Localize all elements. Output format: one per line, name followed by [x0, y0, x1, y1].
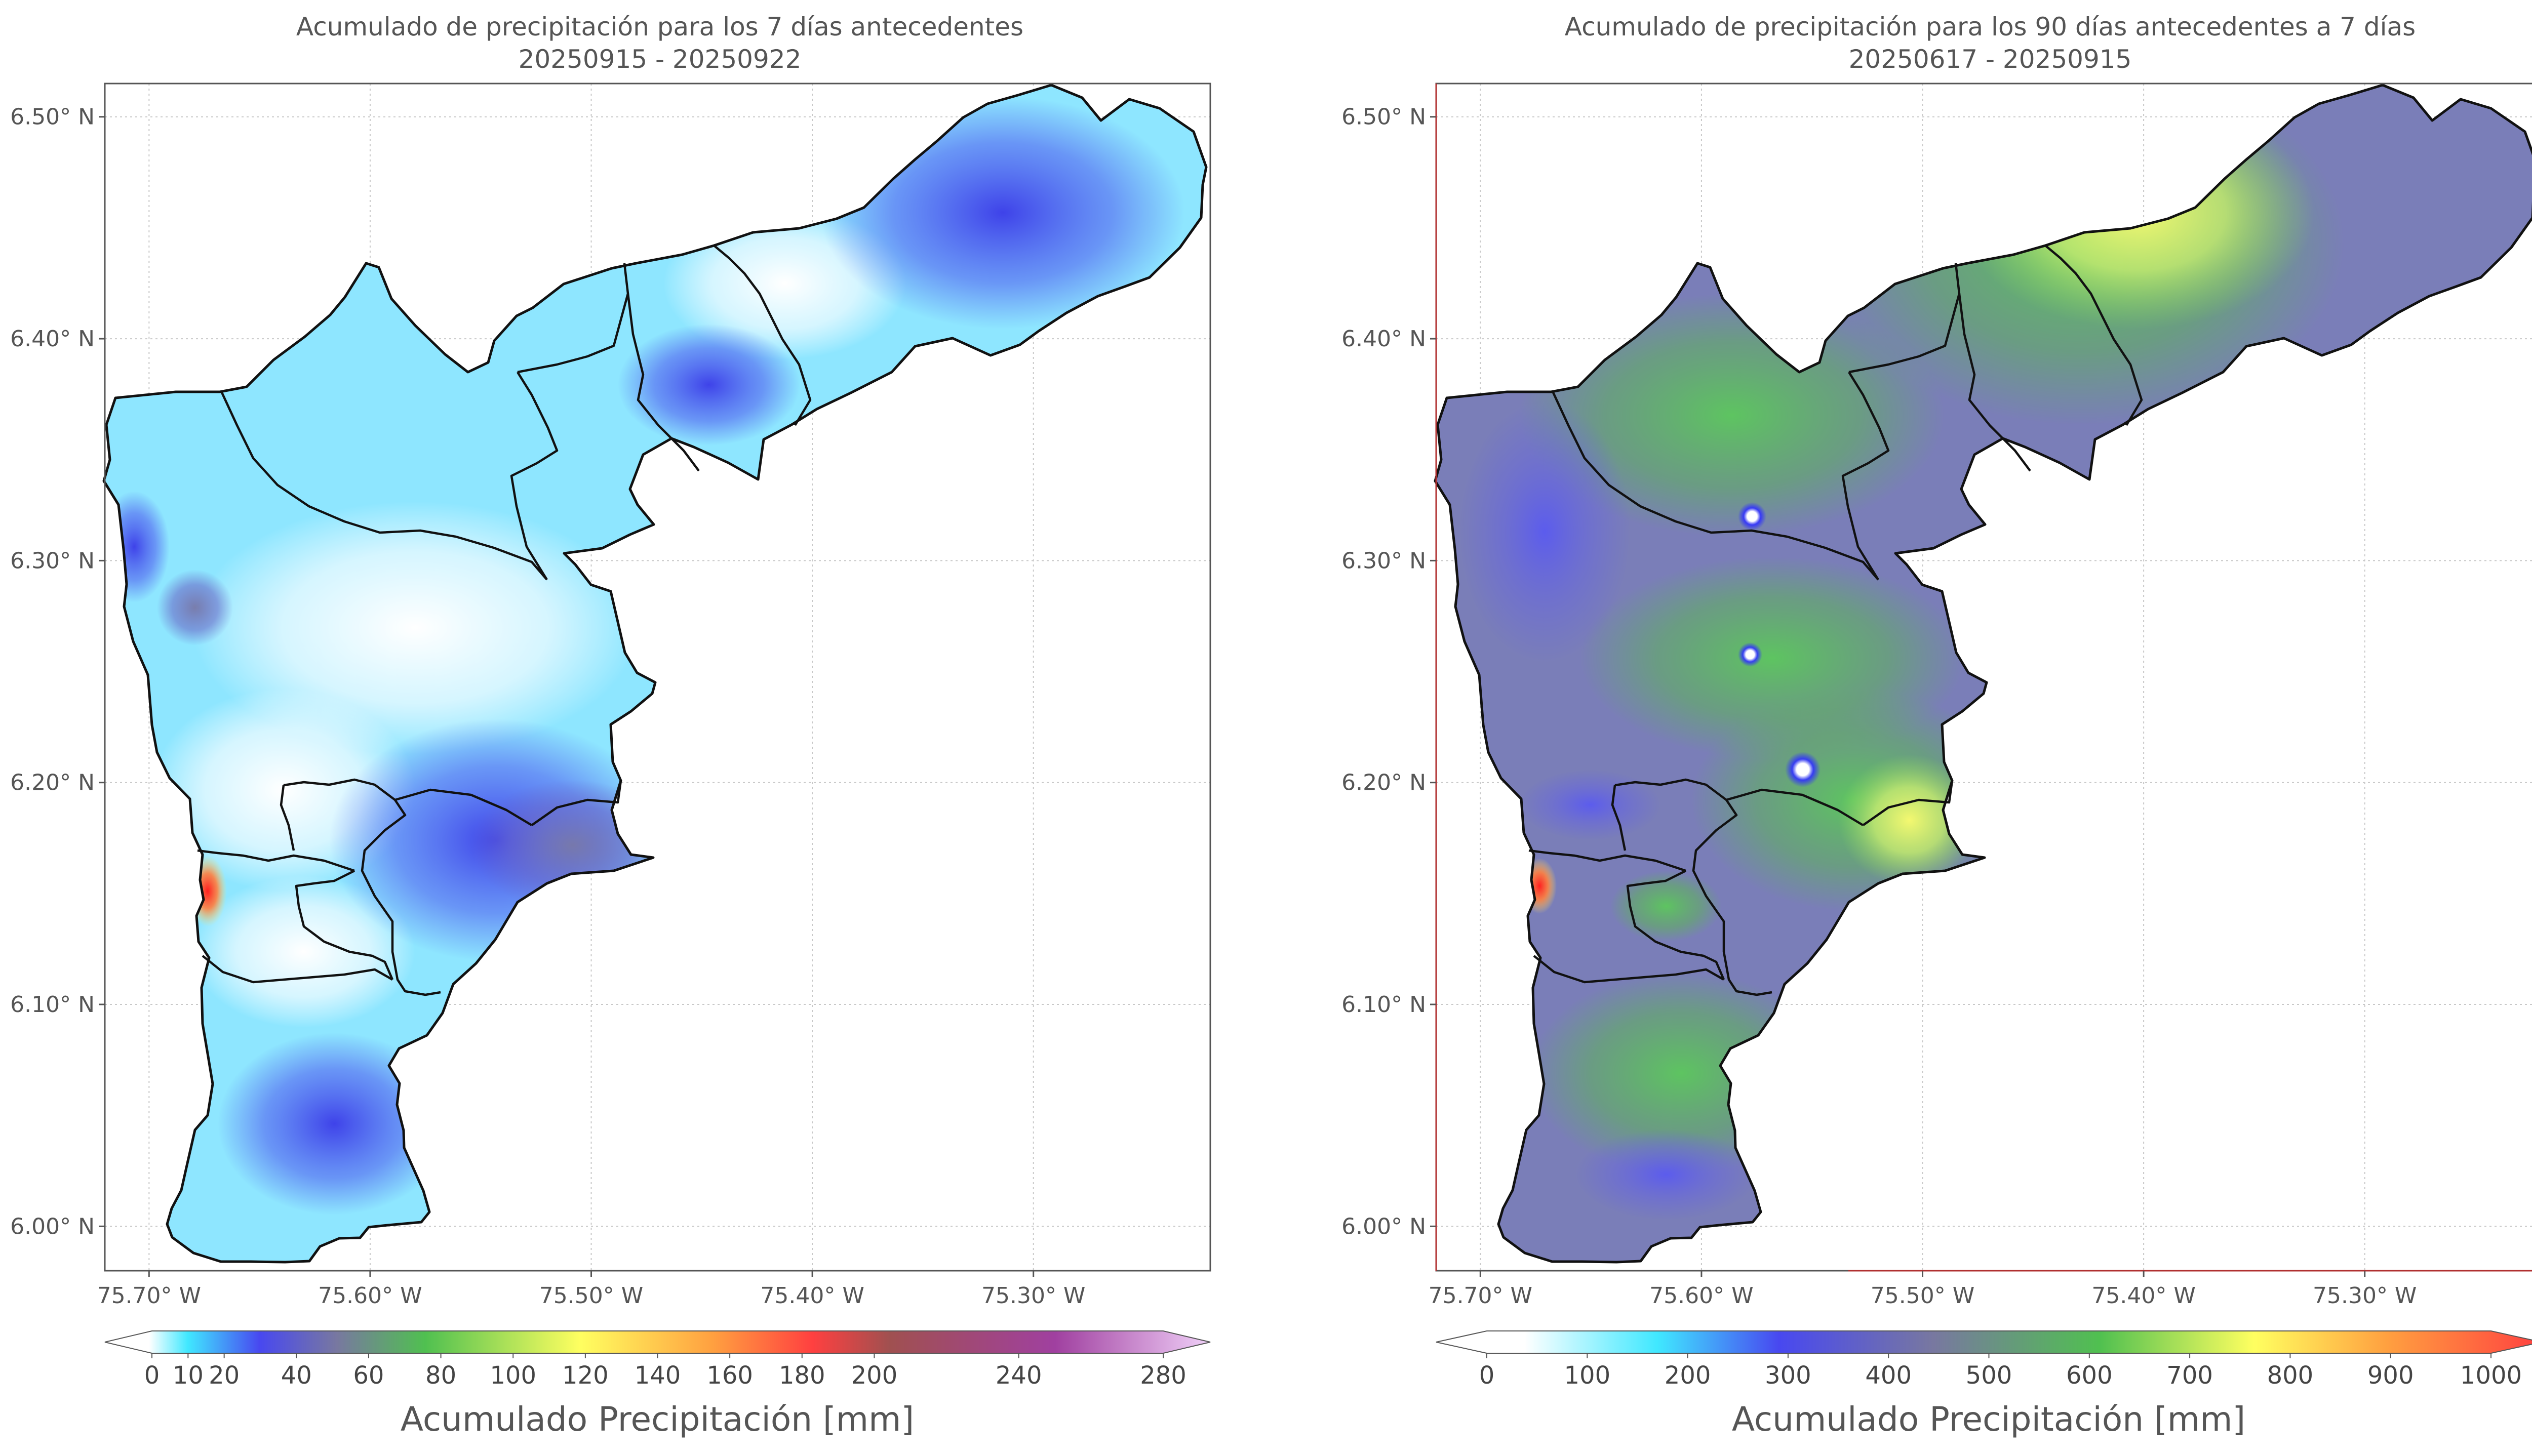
colorbar-tick-label: 400 [1865, 1361, 1912, 1390]
colorbar-label: Acumulado Precipitación [mm] [401, 1400, 914, 1439]
colorbar-tick-label: 80 [425, 1361, 456, 1390]
x-tick-label: 75.30° W [2313, 1283, 2417, 1309]
x-tick-label: 75.60° W [318, 1283, 422, 1309]
colorbar-tick-label: 160 [706, 1361, 753, 1390]
x-tick-label: 75.70° W [97, 1283, 201, 1309]
colorbar-tick-label: 300 [1765, 1361, 1811, 1390]
y-tick-label: 6.10° N [10, 992, 95, 1018]
basin-boundaries [197, 245, 812, 996]
colorbar-tick-label: 200 [851, 1361, 898, 1390]
colorbar-tick-label: 20 [209, 1361, 240, 1390]
colorbar-ticks: 0 10 20 40 60 80 100 120 140 160 180 200 240 280 [144, 1353, 1186, 1390]
y-tick-label: 6.00° N [1341, 1214, 1426, 1239]
y-tick-label: 6.20° N [1341, 770, 1426, 796]
y-tick-label: 6.00° N [10, 1214, 95, 1239]
panel-90-days: Acumulado de precipitación para los 90 d… [1341, 12, 2532, 1439]
colorbar-ticks: 0 100 200 300 400 500 600 700 800 900 1000 [1479, 1353, 2522, 1390]
colorbar-tick-label: 1000 [2460, 1361, 2522, 1390]
region-outline [102, 84, 1208, 1264]
panel-title: Acumulado de precipitación para los 7 dí… [296, 12, 1023, 42]
colorbar-tick-label: 600 [2066, 1361, 2113, 1390]
panel-subtitle: 20250617 - 20250915 [1849, 45, 2132, 74]
y-axis-ticks: 6.50° N 6.40° N 6.30° N 6.20° N 6.10° N 6.00°… [10, 104, 105, 1239]
colorbar-tick-label: 180 [779, 1361, 825, 1390]
colorbar-tick-label: 500 [1966, 1361, 2012, 1390]
y-axis-ticks: 6.50° N 6.40° N 6.30° N 6.20° N 6.10° N 6.00°… [1341, 104, 1436, 1239]
x-axis-ticks: 75.70° W 75.60° W 75.50° W 75.40° W 75.30° W [1429, 1271, 2417, 1309]
colorbar-tick-label: 60 [353, 1361, 384, 1390]
colorbar-label: Acumulado Precipitación [mm] [1732, 1400, 2245, 1439]
colorbar-tick-label: 0 [1479, 1361, 1495, 1390]
colorbar-tick-label: 900 [2367, 1361, 2414, 1390]
x-tick-label: 75.40° W [760, 1283, 864, 1309]
x-tick-label: 75.50° W [1871, 1283, 1974, 1309]
y-tick-label: 6.10° N [1341, 992, 1426, 1018]
colorbar-tick-label: 240 [996, 1361, 1042, 1390]
y-tick-label: 6.40° N [1341, 326, 1426, 352]
colorbar-bar [1436, 1330, 2532, 1354]
colorbar-tick-label: 200 [1665, 1361, 1711, 1390]
panel-title: Acumulado de precipitación para los 90 d… [1565, 12, 2416, 42]
colorbar-tick-label: 100 [490, 1361, 536, 1390]
x-tick-label: 75.30° W [981, 1283, 1085, 1309]
colorbar-tick-label: 0 [144, 1361, 160, 1390]
region-outline [1434, 84, 2532, 1264]
y-tick-label: 6.50° N [1341, 104, 1426, 130]
y-tick-label: 6.20° N [10, 770, 95, 796]
colorbar: 0 100 200 300 400 500 600 700 800 900 1000 Acumula… [1436, 1330, 2532, 1439]
colorbar-tick-label: 140 [635, 1361, 681, 1390]
y-tick-label: 6.30° N [1341, 548, 1426, 574]
x-axis-ticks: 75.70° W 75.60° W 75.50° W 75.40° W 75.30° W [97, 1271, 1085, 1309]
colorbar-tick-label: 10 [173, 1361, 204, 1390]
plot-border [104, 83, 1211, 1272]
y-tick-label: 6.30° N [10, 548, 95, 574]
x-tick-label: 75.50° W [539, 1283, 643, 1309]
colorbar-tick-label: 120 [562, 1361, 609, 1390]
colorbar: 0 10 20 40 60 80 100 120 140 160 180 200 240 280 Acum… [104, 1330, 1211, 1439]
x-tick-label: 75.70° W [1429, 1283, 1532, 1309]
colorbar-tick-label: 700 [2166, 1361, 2213, 1390]
panel-7-days: Acumulado de precipitación para los 7 dí… [10, 12, 1211, 1439]
colorbar-tick-label: 800 [2267, 1361, 2314, 1390]
colorbar-tick-label: 280 [1140, 1361, 1186, 1390]
precipitation-field [104, 85, 1206, 1262]
x-tick-label: 75.60° W [1649, 1283, 1753, 1309]
basin-boundaries [1528, 245, 2143, 996]
colorbar-tick-label: 40 [281, 1361, 312, 1390]
colorbar-tick-label: 100 [1564, 1361, 1610, 1390]
y-tick-label: 6.40° N [10, 326, 95, 352]
colorbar-bar [104, 1330, 1211, 1354]
panel-subtitle: 20250915 - 20250922 [519, 45, 802, 74]
y-tick-label: 6.50° N [10, 104, 95, 130]
x-tick-label: 75.40° W [2091, 1283, 2195, 1309]
